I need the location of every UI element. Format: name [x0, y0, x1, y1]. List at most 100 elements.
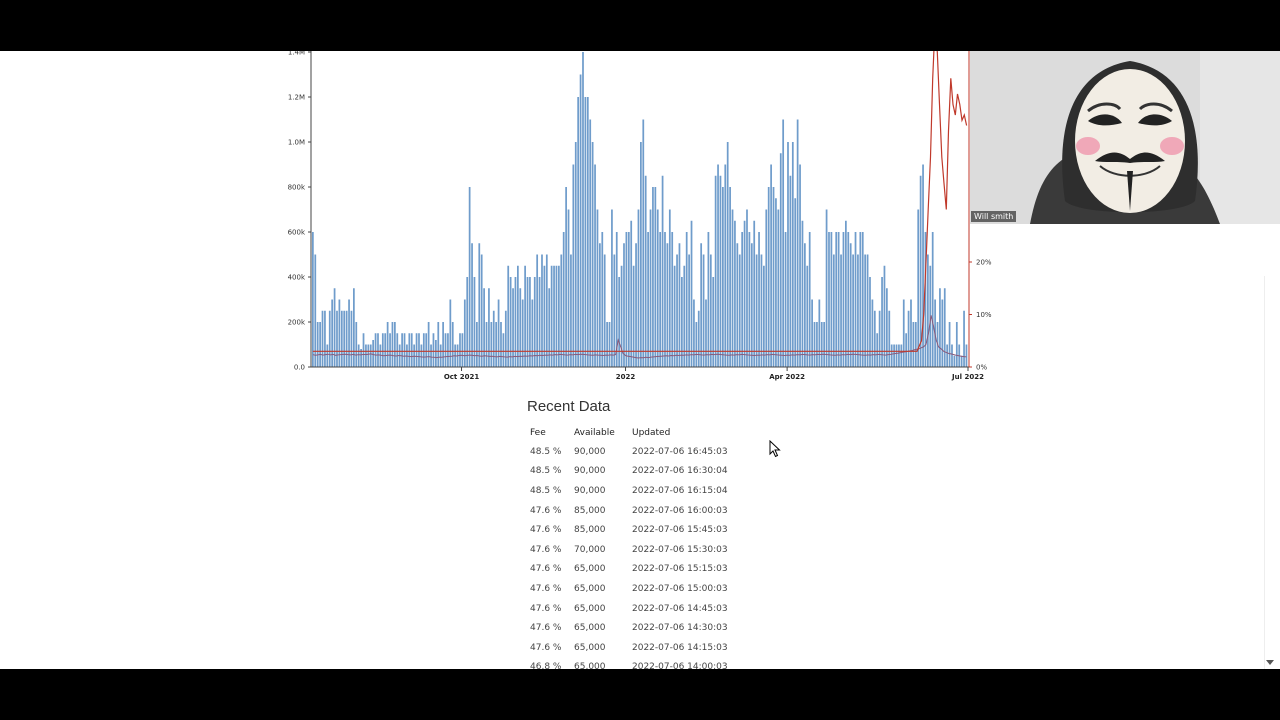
cell-updated: 2022-07-06 16:30:04 [632, 466, 728, 477]
chart-bar [314, 254, 317, 367]
cell-fee: 48.5 % [530, 485, 562, 496]
chart-bar [365, 344, 367, 367]
chart-bar [808, 232, 811, 367]
chart-bar [724, 164, 727, 367]
chart-bar [902, 299, 905, 367]
cell-available: 70,000 [574, 544, 606, 555]
cell-available: 85,000 [574, 525, 606, 536]
y-tick-label: 200k [288, 319, 306, 327]
chart-bar [348, 299, 350, 367]
chart-bar [459, 333, 461, 367]
chart-bar [664, 232, 666, 367]
y-tick-label: 600k [288, 229, 306, 237]
chart-bar [895, 344, 898, 367]
chart-bar [927, 254, 929, 367]
chart-bar [627, 232, 630, 367]
chart-bar [700, 243, 703, 367]
chart-bar [929, 265, 932, 367]
chart-bar [331, 299, 334, 367]
y2-tick-label: 0% [976, 364, 987, 372]
chart-bar [835, 232, 838, 367]
chart-bar [666, 243, 669, 367]
cell-fee: 47.6 % [530, 564, 562, 575]
chart-bar [422, 333, 425, 367]
chart-bar [746, 209, 748, 367]
liquidity-chart: 0.0 200k 400k 600k 800k 1.0M 1.2M 1.4M 0% 10% 20% O… [288, 51, 992, 381]
chart-bar [521, 299, 524, 367]
chart-bar [381, 333, 384, 367]
chart-bar [659, 232, 662, 367]
chart-bar [345, 310, 348, 367]
x-tick-label: Oct 2021 [444, 373, 479, 381]
chart-bar [924, 232, 927, 367]
table-row: 47.6 % 65,000 2022-07-06 14:15:03 [528, 638, 760, 658]
chart-bar [777, 209, 780, 367]
chart-bar [702, 254, 705, 367]
x-tick-label: Jul 2022 [951, 373, 984, 381]
chart-bar [372, 340, 375, 367]
chart-bars [312, 52, 968, 367]
chart-bar [787, 142, 789, 367]
chart-bar [435, 340, 437, 367]
chart-bar [813, 322, 816, 367]
table-header-row: Fee Available Updated [528, 424, 760, 442]
chart-bar [811, 299, 813, 367]
column-header-updated[interactable]: Updated [632, 428, 671, 438]
scroll-down-arrow-icon[interactable] [1266, 660, 1274, 665]
cell-updated: 2022-07-06 14:15:03 [632, 642, 728, 653]
chart-bar [871, 299, 874, 367]
chart-bar [791, 142, 794, 367]
chart-bar [840, 254, 842, 367]
chart-bar [536, 254, 539, 367]
chart-bar [681, 277, 683, 367]
chart-bar [560, 254, 563, 367]
table-row: 48.5 % 90,000 2022-07-06 16:15:04 [528, 481, 760, 501]
chart-bar [326, 344, 329, 367]
chart-axes: 0.0 200k 400k 600k 800k 1.0M 1.2M 1.4M 0% 10% 20% O… [288, 51, 992, 381]
cell-fee: 47.6 % [530, 603, 562, 614]
chart-bar [545, 254, 548, 367]
chart-bar [488, 288, 490, 367]
chart-bar [550, 265, 553, 367]
chart-bar [625, 232, 628, 367]
chart-bar [620, 265, 623, 367]
chart-bar [652, 187, 654, 367]
chart-bar [941, 299, 944, 367]
chart-bar [444, 333, 447, 367]
chart-bar [529, 277, 531, 367]
chart-bar [389, 333, 391, 367]
chart-bar [418, 333, 420, 367]
page-scrollbar[interactable] [1264, 276, 1280, 669]
chart-bar [886, 288, 888, 367]
chart-bar [577, 97, 580, 367]
chart-bar [333, 288, 336, 367]
chart-bar [531, 299, 534, 367]
column-header-available[interactable]: Available [574, 428, 615, 438]
chart-bar [632, 265, 635, 367]
chart-bar [775, 198, 777, 367]
chart-bar [910, 299, 912, 367]
chart-bar [360, 349, 362, 367]
chart-bar [442, 322, 444, 367]
letterbox-bottom [0, 669, 1280, 720]
cell-fee: 47.6 % [530, 583, 562, 594]
chart-bar [374, 333, 377, 367]
chart-bar [888, 310, 891, 367]
y2-tick-label: 20% [976, 259, 992, 267]
column-header-fee[interactable]: Fee [530, 428, 546, 438]
chart-bar [353, 288, 355, 367]
chart-bar [567, 209, 570, 367]
chart-bar [688, 254, 690, 367]
chart-bar [917, 209, 920, 367]
chart-bar [425, 333, 428, 367]
recent-data-table: Fee Available Updated 48.5 % 90,000 2022-0… [528, 424, 760, 669]
chart-bar [599, 243, 601, 367]
chart-bar [656, 209, 659, 367]
chart-bar [312, 232, 314, 367]
chart-bar [943, 288, 946, 367]
fee-line [312, 51, 968, 352]
cell-updated: 2022-07-06 14:45:03 [632, 603, 728, 614]
cell-available: 65,000 [574, 603, 606, 614]
y2-tick-label: 10% [976, 311, 992, 319]
chart-bar [415, 333, 418, 367]
